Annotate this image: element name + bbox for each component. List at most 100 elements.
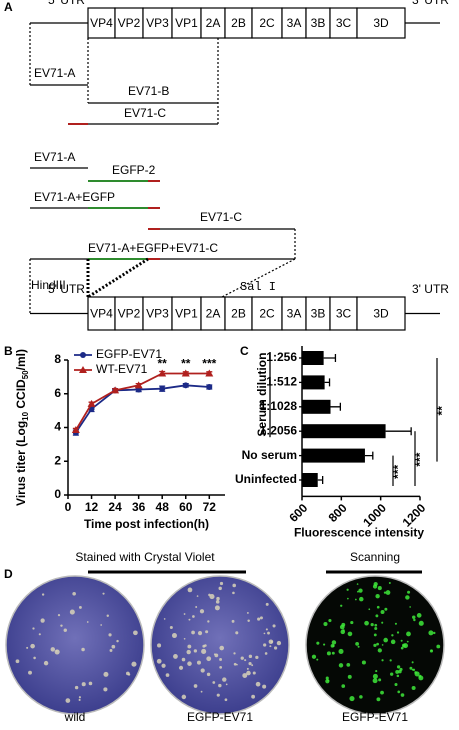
genome-segment (356, 296, 406, 331)
plaque (86, 621, 89, 623)
line (87, 257, 149, 299)
plaque (405, 595, 410, 600)
plaque (411, 686, 416, 691)
plaque (60, 624, 63, 627)
plaque (15, 659, 20, 664)
plaque (233, 652, 236, 655)
genome-segment (356, 7, 406, 39)
plaque (331, 640, 337, 645)
marker (181, 369, 190, 377)
series-line (75, 372, 210, 431)
y-axis-label-part: 50 (21, 370, 30, 379)
x-axis-label: Fluorescence intensity (294, 526, 424, 540)
plaque (341, 684, 346, 688)
x-tick-label: 48 (156, 500, 170, 514)
plaque (430, 649, 433, 652)
plaque (197, 631, 203, 636)
plaque (396, 631, 400, 634)
plaque (400, 646, 404, 650)
plaque (199, 609, 205, 614)
image-caption: wild (64, 710, 86, 724)
plaque (78, 606, 82, 609)
plaque (357, 645, 360, 648)
legend-marker (80, 352, 86, 358)
genome-segment (224, 7, 253, 39)
segment-label: VP4 (90, 16, 113, 30)
plaque (323, 643, 326, 646)
plaque (257, 617, 261, 621)
utr-label: 5' UTR (48, 282, 85, 296)
plaque (100, 624, 103, 626)
segment-label: 3D (373, 16, 389, 30)
segment-label: VP2 (118, 307, 141, 321)
plaque (273, 646, 278, 650)
y-tick-label: 6 (54, 386, 61, 400)
plate (150, 575, 290, 715)
plaque (246, 667, 249, 670)
y-tick-label: 4 (54, 420, 61, 434)
error-bar (317, 476, 324, 484)
plaque (81, 682, 86, 687)
segment-label: 3A (287, 16, 302, 30)
error-bar (364, 451, 374, 460)
plaque (331, 651, 335, 655)
plaque (264, 652, 268, 655)
y-axis-label-part: CCID (14, 379, 28, 412)
image-header: Scanning (350, 550, 400, 564)
plaque (389, 659, 392, 662)
plaque (374, 623, 378, 627)
plaque (181, 657, 186, 662)
plaque (380, 690, 384, 695)
plaque (323, 621, 328, 627)
category-label: Uninfected (235, 472, 297, 486)
plaque (377, 586, 382, 591)
legend-marker (79, 366, 87, 373)
plaque (193, 684, 198, 688)
plaque (206, 656, 212, 662)
plaque (235, 631, 239, 635)
panel-label: C (240, 344, 249, 358)
bar (302, 473, 318, 487)
plaque (247, 619, 250, 622)
fragment-label: EV71-A (34, 66, 75, 80)
category-label: 1:512 (266, 375, 297, 389)
plaque (383, 637, 388, 643)
plaque (242, 673, 248, 679)
plaque (349, 695, 355, 702)
plaque (78, 696, 81, 699)
plaque (233, 662, 237, 666)
utr-label: 3' UTR (412, 0, 449, 7)
y-axis-label: Serum dilution (255, 353, 269, 437)
plaque (411, 668, 414, 671)
genome-segment (251, 7, 283, 39)
error-bar (323, 354, 337, 362)
plate (5, 575, 145, 715)
x-tick-label: 12 (85, 500, 99, 514)
marker (158, 369, 167, 377)
error-bar (330, 402, 341, 411)
segment-label: VP3 (146, 307, 169, 321)
segment-label: 2C (259, 16, 275, 30)
plaque (187, 587, 193, 593)
plaque (373, 581, 378, 587)
plaque (169, 626, 173, 630)
plaque (81, 647, 85, 652)
plaque (276, 640, 282, 646)
plaque (214, 605, 220, 611)
significance-label: *** (202, 357, 216, 371)
plaque (181, 694, 187, 700)
plaque (376, 605, 380, 609)
plaque (265, 628, 268, 631)
genome-segment (114, 296, 144, 331)
plaque (262, 684, 267, 689)
marker (182, 382, 189, 389)
plaque (342, 629, 345, 632)
plaque (219, 665, 223, 669)
legend-label: WT-EV71 (96, 362, 148, 376)
plaque (41, 593, 45, 596)
plaque (400, 693, 405, 697)
plaque (377, 648, 382, 653)
significance-label: ** (181, 357, 191, 371)
plaque (171, 633, 177, 639)
